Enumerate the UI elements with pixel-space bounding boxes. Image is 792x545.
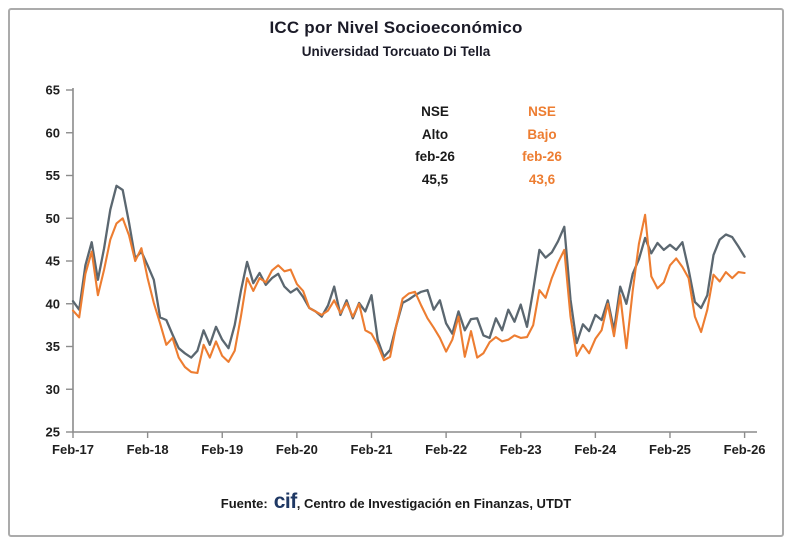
y-axis-tick-label: 35	[46, 339, 60, 354]
annotation-nse-bajo: NSE Bajo feb-26 43,6	[494, 101, 590, 191]
series-nse-alto-line	[71, 184, 746, 359]
cif-logo: cif	[273, 490, 298, 513]
y-axis-tick-label: 45	[46, 254, 60, 269]
x-axis-tick-label: Feb-18	[127, 442, 169, 457]
annotation-nse-alto-line1: NSE	[421, 104, 449, 119]
annotation-nse-alto-line3: feb-26	[415, 149, 455, 164]
y-axis-tick-label: 25	[46, 425, 60, 440]
annotation-nse-bajo-line3: feb-26	[522, 149, 562, 164]
chart-subtitle: Universidad Torcuato Di Tella	[301, 44, 491, 59]
y-axis-tick-label: 65	[46, 83, 60, 98]
y-axis-tick-label: 30	[46, 382, 60, 397]
source-suffix: , Centro de Investigación en Finanzas, U…	[296, 496, 572, 511]
source-prefix: Fuente:	[220, 496, 268, 511]
y-axis-tick-label: 50	[46, 211, 60, 226]
x-axis-tick-label: Feb-19	[201, 442, 243, 457]
x-axis-tick-label: Feb-20	[276, 442, 318, 457]
y-axis-tick-label: 40	[46, 296, 60, 311]
x-axis-tick-label: Feb-21	[351, 442, 393, 457]
y-axis-tick-label: 55	[46, 168, 60, 183]
y-axis-tick-label: 60	[46, 125, 60, 140]
x-axis-tick-label: Feb-23	[500, 442, 542, 457]
annotation-nse-alto-value: 45,5	[421, 171, 449, 187]
annotation-nse-bajo-value: 43,6	[528, 171, 556, 187]
annotation-nse-bajo-line1: NSE	[528, 104, 556, 119]
source-note: Fuente: cif, Centro de Investigación en …	[0, 490, 792, 514]
x-axis-tick-label: Feb-17	[52, 442, 94, 457]
x-axis-tick-label: Feb-26	[724, 442, 766, 457]
x-axis-tick-label: Feb-24	[574, 442, 617, 457]
series-nse-bajo-line	[71, 213, 746, 375]
x-axis-tick-label: Feb-22	[425, 442, 467, 457]
annotation-nse-alto: NSE Alto feb-26 45,5	[387, 101, 483, 191]
annotation-nse-alto-line2: Alto	[421, 126, 449, 142]
x-axis-tick-label: Feb-25	[649, 442, 691, 457]
annotation-nse-bajo-line2: Bajo	[527, 126, 557, 142]
chart-title: ICC por Nivel Socioeconómico	[269, 18, 523, 37]
